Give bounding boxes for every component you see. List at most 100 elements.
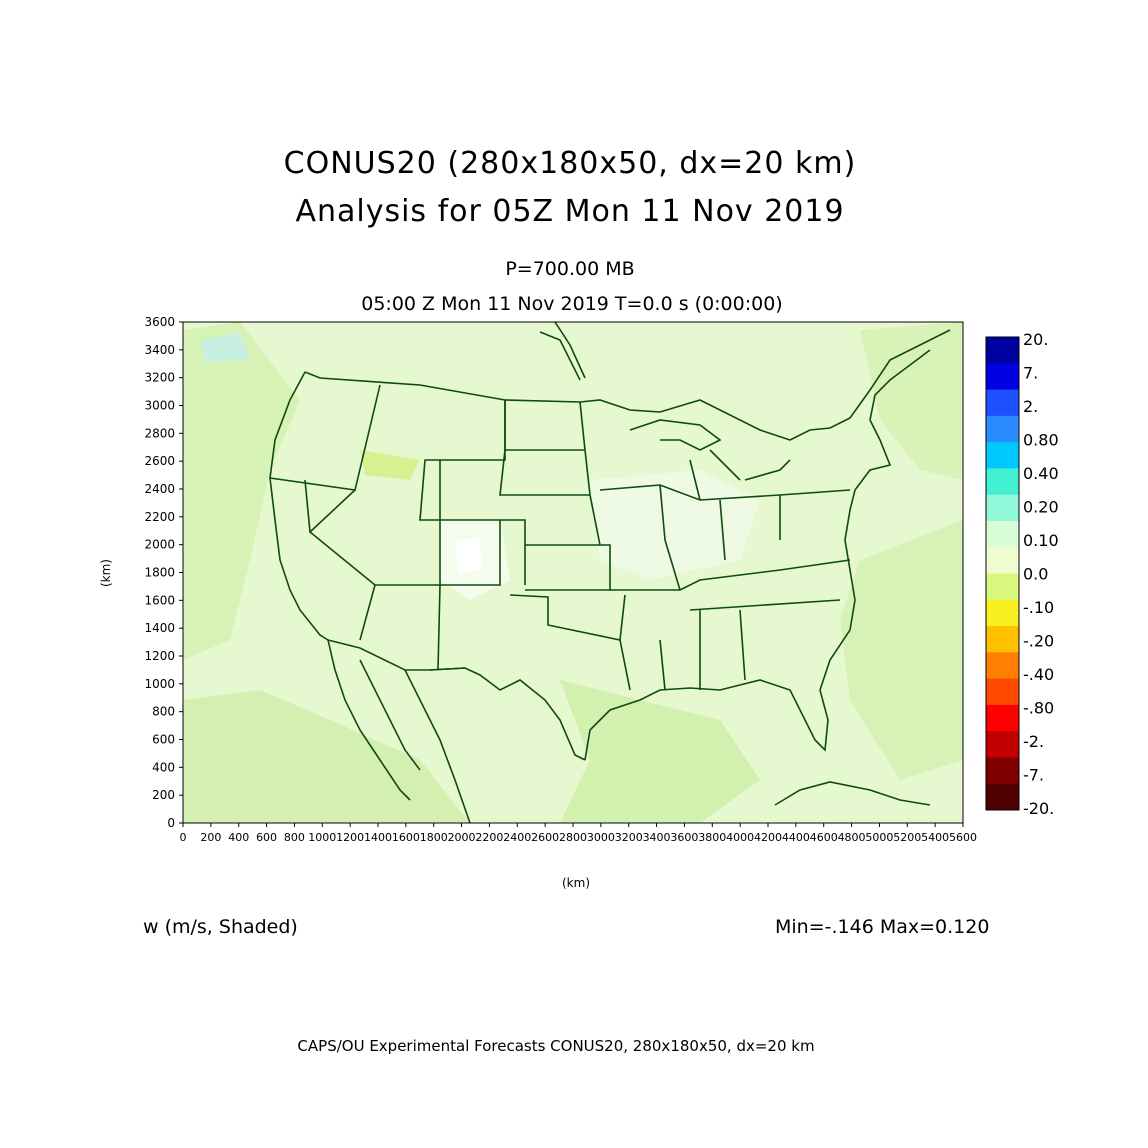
great-lakes [629, 419, 791, 501]
shade-west-coast [183, 322, 300, 660]
state-lines-central [499, 400, 631, 691]
legend-label: 0.0 [1023, 565, 1048, 584]
legend-label: -.40 [1023, 665, 1054, 684]
hudson-bay [539, 322, 586, 381]
y-tick-label: 1200 [144, 649, 175, 663]
baja-california [327, 639, 421, 801]
y-tick-label: 2200 [144, 510, 175, 524]
legend-swatch [986, 783, 1019, 811]
y-tick-label: 1600 [144, 593, 175, 607]
mexico-border [327, 639, 586, 761]
legend-swatch [986, 731, 1019, 758]
x-tick-label: 4000 [726, 831, 754, 844]
y-tick-label: 3400 [144, 343, 175, 357]
y-tick-label: 3600 [144, 315, 175, 329]
x-tick-label: 800 [284, 831, 305, 844]
y-axis: 0 200 400 600 800 1000 1200 1400 1600 1800 2000 220… [144, 315, 183, 830]
x-tick-label: 3000 [587, 831, 615, 844]
x-tick-label: 5400 [921, 831, 949, 844]
legend-label: -20. [1023, 799, 1054, 818]
valid-time-label: 05:00 Z Mon 11 Nov 2019 T=0.0 s (0:00:00… [361, 293, 783, 315]
footer-label: CAPS/OU Experimental Forecasts CONUS20, … [297, 1037, 815, 1055]
shade-pacific-nw [200, 332, 250, 362]
legend-swatch [986, 520, 1019, 548]
legend-swatch [986, 363, 1019, 391]
x-tick-label: 2200 [475, 831, 503, 844]
shade-northeast [860, 322, 963, 480]
legend-swatch [986, 599, 1019, 627]
shade-southwest [183, 690, 470, 823]
y-tick-label: 1800 [144, 566, 175, 580]
y-axis-label: (km) [99, 558, 114, 588]
y-tick-label: 200 [152, 788, 175, 802]
mexico-coast [404, 669, 471, 823]
legend-label: -.20 [1023, 632, 1054, 651]
x-tick-label: 4800 [838, 831, 866, 844]
x-tick-label: 1800 [420, 831, 448, 844]
legend-swatch [986, 389, 1019, 417]
x-axis: 0 200 400 600 800 1000 1200 1400 1600 1800 2000 220… [180, 823, 977, 844]
title-line-2: Analysis for 05Z Mon 11 Nov 2019 [295, 194, 845, 229]
y-tick-label: 400 [152, 760, 175, 774]
legend-swatch [986, 468, 1019, 496]
shade-colorado-max [455, 538, 482, 572]
boundaries [269, 322, 951, 823]
legend-swatch [986, 678, 1019, 706]
x-tick-label: 2400 [503, 831, 531, 844]
x-axis-label: (km) [562, 876, 591, 890]
legend-swatch [986, 442, 1019, 469]
y-tick-label: 2400 [144, 482, 175, 496]
min-max-label: Min=-.146 Max=0.120 [775, 916, 990, 938]
legend-swatch [986, 547, 1019, 574]
x-tick-label: 5000 [865, 831, 893, 844]
shade-idaho [360, 450, 420, 480]
y-tick-label: 2000 [144, 538, 175, 552]
gulf-coast [584, 489, 856, 761]
x-tick-label: 4600 [810, 831, 838, 844]
y-tick-label: 0 [167, 816, 175, 830]
shading-layer [183, 322, 963, 823]
legend-label: 20. [1023, 330, 1048, 349]
x-tick-label: 2800 [559, 831, 587, 844]
x-tick-label: 4200 [754, 831, 782, 844]
title-line-1: CONUS20 (280x180x50, dx=20 km) [283, 146, 857, 181]
color-legend: 20. 7. 2. 0.80 0.40 0.20 0.10 0.0 -.10 -.20 -.40 -.… [985, 330, 1059, 818]
legend-label: -7. [1023, 766, 1044, 785]
y-tick-label: 1000 [144, 677, 175, 691]
shade-atlantic [840, 520, 963, 780]
east-coast [854, 349, 931, 491]
x-tick-label: 5600 [949, 831, 977, 844]
state-lines-west [269, 384, 526, 671]
x-tick-label: 4400 [782, 831, 810, 844]
legend-swatch [986, 573, 1019, 601]
shade-gulf [560, 680, 760, 823]
legend-label: -.10 [1023, 598, 1054, 617]
x-tick-label: 5200 [893, 831, 921, 844]
legend-frame [985, 336, 1020, 811]
legend-label: -.80 [1023, 699, 1054, 718]
field-label: w (m/s, Shaded) [143, 916, 298, 938]
west-coast [269, 371, 329, 641]
legend-swatch [986, 415, 1019, 443]
x-tick-label: 600 [256, 831, 277, 844]
y-tick-label: 800 [152, 705, 175, 719]
level-label: P=700.00 MB [505, 258, 635, 280]
legend-label: 0.40 [1023, 464, 1059, 483]
y-tick-label: 3000 [144, 399, 175, 413]
shade-midwest [590, 470, 760, 580]
legend-swatch [986, 704, 1019, 732]
x-tick-label: 1600 [392, 831, 420, 844]
legend-label: 0.10 [1023, 531, 1059, 550]
x-tick-label: 400 [228, 831, 249, 844]
x-tick-label: 1000 [308, 831, 336, 844]
legend-swatch [986, 652, 1019, 680]
legend-swatch [986, 626, 1019, 653]
y-tick-label: 2800 [144, 426, 175, 440]
x-tick-label: 3600 [670, 831, 698, 844]
y-tick-label: 1400 [144, 621, 175, 635]
canada-border [304, 329, 951, 441]
legend-label: -2. [1023, 732, 1044, 751]
cuba [774, 781, 931, 806]
legend-swatch [986, 494, 1019, 522]
